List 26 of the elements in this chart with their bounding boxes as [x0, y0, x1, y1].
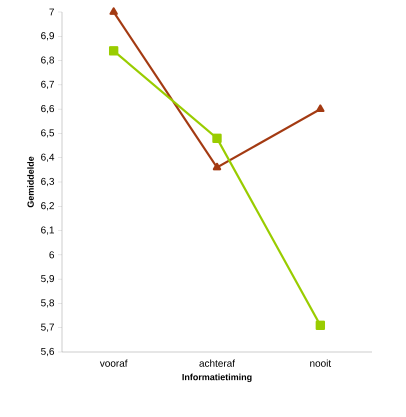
point — [109, 7, 118, 15]
point — [212, 162, 222, 170]
y-tick-label: 5,7 — [41, 324, 54, 332]
x-tick-label: vooraf — [100, 360, 128, 367]
y-tick-label: 6 — [49, 251, 54, 258]
y-axis-title: Gemiddelde — [27, 156, 34, 208]
y-tick-label: 6,8 — [41, 56, 54, 65]
y-tick-label: 6,9 — [41, 32, 54, 40]
y-tick-label: 5,9 — [41, 275, 54, 284]
y-tick-label: 7 — [49, 8, 54, 16]
point — [316, 320, 326, 330]
point — [108, 46, 118, 56]
x-tick-label: achteraf — [199, 360, 236, 367]
y-tick-label: 6,3 — [41, 178, 54, 186]
y-tick-label: 6,5 — [41, 129, 54, 138]
point — [316, 104, 325, 112]
y-tick-label: 6,1 — [41, 226, 54, 235]
y-tick-label: 6,7 — [41, 80, 54, 89]
y-tick-label: 5,6 — [41, 348, 54, 356]
x-axis-title: Informatietiming — [182, 374, 252, 382]
y-tick-label: 6,2 — [41, 202, 54, 210]
y-tick-label: 5,8 — [41, 299, 54, 308]
point — [212, 134, 222, 143]
y-tick-label: 6,6 — [41, 105, 54, 114]
x-tick-label: nooit — [310, 360, 332, 367]
y-tick-label: 6,4 — [41, 154, 54, 162]
